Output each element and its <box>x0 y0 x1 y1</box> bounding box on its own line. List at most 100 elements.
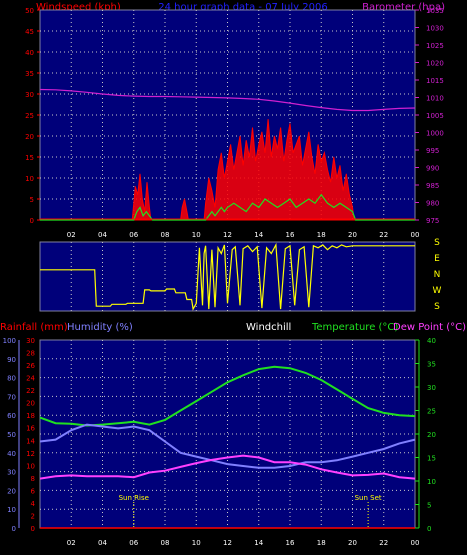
windspeed-tick-label: 35 <box>25 70 34 78</box>
rainfall-tick-label: 16 <box>26 425 35 433</box>
temperature-tick-label: 5 <box>427 502 431 510</box>
x-tick-label: 14 <box>254 539 263 547</box>
temperature-ticks: 0 5 10 15 20 25 30 35 40 <box>415 337 436 533</box>
x-tick-label: 14 <box>254 231 263 239</box>
windspeed-tick-label: 40 <box>25 49 34 57</box>
compass-label: S <box>434 302 440 312</box>
temperature-tick-label: 40 <box>427 337 436 345</box>
rainfall-tick-label: 2 <box>31 512 35 520</box>
temperature-humidity-grid <box>40 340 415 528</box>
x-tick-label: 16 <box>286 231 295 239</box>
temperature-line <box>39 365 416 427</box>
temperature-tick-label: 10 <box>427 478 436 486</box>
sun-marker-label: Sun Set <box>355 494 382 502</box>
rainfall-tick-label: 6 <box>31 487 36 495</box>
rainfall-tick-label: 22 <box>26 387 35 395</box>
barometer-axis-label: Barometer (hpa) <box>362 2 445 13</box>
x-tick-label: 08 <box>161 539 170 547</box>
windspeed-axis-label: Windspeed (kph) <box>36 2 121 13</box>
temperature-tick-label: 25 <box>427 408 436 416</box>
legend-rainfall: Rainfall (mm) <box>0 322 68 333</box>
barometer-tick-label: 975 <box>426 217 439 225</box>
windspeed-tick-label: 0 <box>30 217 34 225</box>
humidity-tick-label: 60 <box>7 412 16 420</box>
bottom-x-ticks: 02 04 06 08 10 12 14 16 18 20 22 00 <box>67 539 420 547</box>
humidity-tick-label: 40 <box>7 450 16 458</box>
barometer-tick-label: 995 <box>426 147 439 155</box>
sun-annotations: Sun Rise Sun Set <box>119 494 382 528</box>
rainfall-tick-label: 4 <box>31 500 36 508</box>
compass-label: E <box>434 254 440 264</box>
wind-pressure-series <box>39 88 416 221</box>
temperature-tick-label: 30 <box>427 384 436 392</box>
windspeed-tick-label: 10 <box>25 175 34 183</box>
x-tick-label: 22 <box>379 539 388 547</box>
barometer-tick-label: 980 <box>426 200 439 208</box>
rainfall-tick-label: 20 <box>26 400 35 408</box>
humidity-line <box>39 423 416 469</box>
wind-pressure-grid <box>40 10 415 220</box>
x-tick-label: 12 <box>223 231 232 239</box>
barometer-tick-label: 985 <box>426 182 439 190</box>
barometer-tick-label: 1020 <box>426 60 444 68</box>
humidity-tick-label: 100 <box>3 337 16 345</box>
barometer-line <box>39 88 416 112</box>
x-tick-label: 10 <box>192 231 201 239</box>
rainfall-tick-label: 10 <box>26 462 35 470</box>
rainfall-tick-label: 24 <box>26 375 35 383</box>
barometer-tick-label: 1000 <box>426 130 444 138</box>
humidity-tick-label: 0 <box>12 525 16 533</box>
legend-humidity: Humidity (%) <box>67 322 133 333</box>
wind-direction-line <box>40 242 415 311</box>
windspeed-tick-label: 15 <box>25 154 34 162</box>
x-tick-label: 00 <box>411 539 420 547</box>
x-tick-label: 04 <box>98 539 107 547</box>
windspeed-tick-label: 30 <box>25 91 34 99</box>
x-tick-label: 06 <box>129 539 138 547</box>
top-x-ticks: 02 04 06 08 10 12 14 16 18 20 22 00 <box>67 231 420 239</box>
barometer-tick-label: 1030 <box>426 25 444 33</box>
barometer-tick-label: 1010 <box>426 95 444 103</box>
barometer-tick-label: 1005 <box>426 112 444 120</box>
windspeed-ticks: 0 5 10 15 20 25 30 35 40 45 50 <box>25 7 40 225</box>
temperature-tick-label: 20 <box>427 431 436 439</box>
humidity-tick-label: 50 <box>7 431 16 439</box>
x-tick-label: 10 <box>192 539 201 547</box>
windspeed-tick-label: 20 <box>25 133 34 141</box>
dewpoint-line <box>39 454 416 480</box>
temperature-tick-label: 0 <box>427 525 431 533</box>
legend-dewpoint: Dew Point (°C) <box>393 322 466 333</box>
sun-marker-label: Sun Rise <box>119 494 149 502</box>
x-tick-label: 04 <box>98 231 107 239</box>
rainfall-tick-label: 30 <box>26 337 35 345</box>
rainfall-tick-label: 28 <box>26 350 35 358</box>
humidity-tick-label: 10 <box>7 506 16 514</box>
rainfall-tick-label: 0 <box>31 525 35 533</box>
rainfall-tick-label: 8 <box>31 475 35 483</box>
rainfall-tick-label: 26 <box>26 362 35 370</box>
humidity-tick-label: 70 <box>7 393 16 401</box>
barometer-tick-label: 990 <box>426 165 439 173</box>
humidity-ticks: 0 10 20 30 40 50 60 70 80 90 100 <box>3 337 20 533</box>
compass-label: N <box>434 270 441 280</box>
x-tick-label: 22 <box>379 231 388 239</box>
windspeed-tick-label: 45 <box>25 28 34 36</box>
humidity-tick-label: 30 <box>7 469 16 477</box>
x-tick-label: 12 <box>223 539 232 547</box>
compass-label: W <box>433 286 442 296</box>
windspeed-tick-label: 5 <box>30 196 34 204</box>
legend-windchill: Windchill <box>246 322 291 333</box>
barometer-tick-label: 1015 <box>426 77 444 85</box>
gust-line <box>40 193 415 221</box>
x-tick-label: 02 <box>67 539 76 547</box>
temperature-tick-label: 35 <box>427 361 436 369</box>
windspeed-tick-label: 25 <box>25 112 34 120</box>
x-tick-label: 18 <box>317 231 326 239</box>
x-tick-label: 00 <box>411 231 420 239</box>
barometer-tick-label: 1025 <box>426 42 444 50</box>
x-tick-label: 20 <box>348 231 357 239</box>
x-tick-label: 08 <box>161 231 170 239</box>
